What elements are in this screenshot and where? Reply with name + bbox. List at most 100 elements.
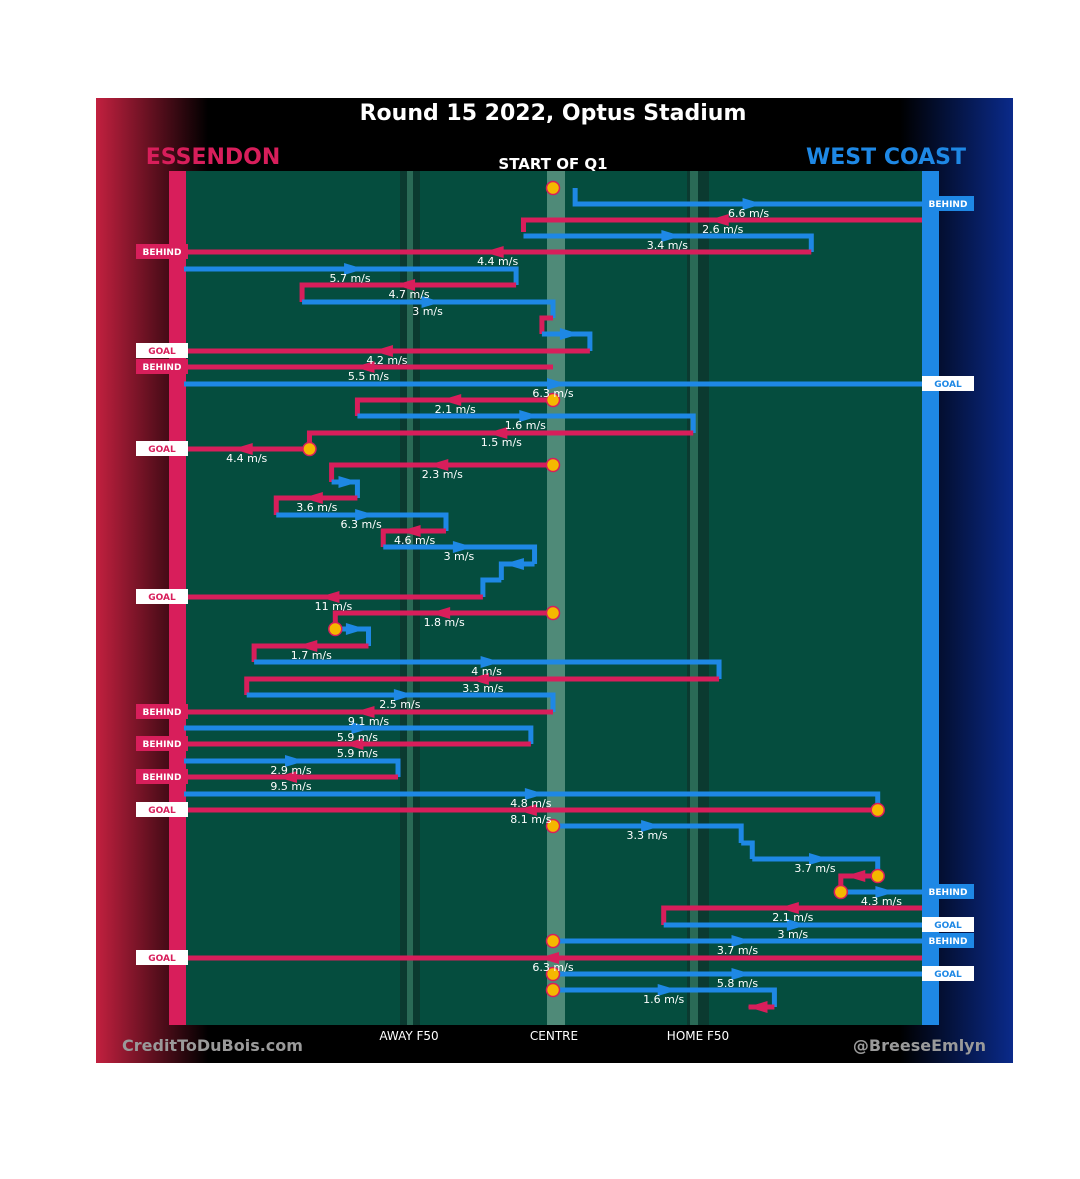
starts-layer [302,180,885,998]
chain-arrow [503,558,524,570]
chain-arrow [297,640,318,652]
speed-label: 5.8 m/s [717,977,758,990]
chain-arrow [747,1001,768,1013]
chain-arrow [345,623,366,635]
speed-label: 9.5 m/s [270,780,311,793]
speed-label: 6.3 m/s [341,518,382,531]
chain-arrow [393,689,414,701]
chain-arrow [641,820,662,832]
chain-arrow [808,853,829,865]
chain-path [553,987,777,1007]
chain-arrow [778,902,799,914]
speed-label: 1.8 m/s [424,616,465,629]
chain-arrow [441,394,462,406]
chain-arrow [524,788,545,800]
speed-label: 3.4 m/s [647,239,688,252]
outcome-label: BEHIND [929,937,968,947]
axis-label-home-f50: HOME F50 [667,1029,729,1043]
outcome-badge [136,950,188,965]
speed-label: 2.1 m/s [772,911,813,924]
chain-arrow [516,804,537,816]
outcome-label: GOAL [934,921,962,931]
speed-label: 2.1 m/s [435,403,476,416]
ball-start-marker [545,457,561,473]
ball-start-marker [545,392,561,408]
speed-label: 2.3 m/s [422,468,463,481]
chain-path [184,758,401,777]
chain-arrow [343,738,364,750]
chain-arrow [708,214,729,226]
outcome-badge [136,769,188,784]
outcome-label: BEHIND [143,773,182,783]
chain-arrow [547,378,567,390]
outcome-badge [136,802,188,817]
chain-arrow [395,279,416,291]
speed-label: 2.6 m/s [702,223,743,236]
chain-arrow [354,361,375,373]
chain-arrow [355,509,376,521]
outcome-badge [136,343,188,358]
outcome-label: GOAL [934,380,962,390]
chain-arrow [302,492,323,504]
outcome-badge [922,376,974,391]
chain-path [184,266,519,285]
outcome-badge [922,196,974,211]
chain-arrow [845,870,866,882]
ball-start-marker [545,605,561,621]
chain-arrow [400,525,421,537]
chain-path [661,905,922,925]
essendon-label: ESSENDON [146,145,281,170]
ball-start-marker [545,966,561,982]
chain-path [254,659,722,679]
speed-label: 3 m/s [444,550,475,563]
outcome-label: GOAL [148,593,176,603]
chain-arrow [742,198,763,210]
outcome-badge [136,589,188,604]
speed-label: 6.6 m/s [728,207,769,220]
speed-label: 5.9 m/s [337,747,378,760]
labels-layer: 6.6 m/s BEHIND 2.6 m/s 3.4 m/s 4.4 m/s BEHIND… [136,196,974,1006]
chain-arrow [661,230,682,242]
speed-label: 3.7 m/s [717,944,758,957]
axis-label-away-f50: AWAY F50 [379,1029,438,1043]
chain-path [520,217,922,232]
outcome-label: BEHIND [143,708,182,718]
ball-start-marker [545,818,561,834]
ball-start-marker [870,802,885,818]
outcome-label: GOAL [148,347,176,357]
chain-path [184,725,534,744]
speed-label: 4.2 m/s [366,354,407,367]
speed-label: 3.6 m/s [296,501,337,514]
speed-label: 3 m/s [778,928,809,941]
speed-label: 6.3 m/s [532,387,573,400]
chain-path [251,643,369,662]
chain-arrow [319,591,340,603]
chain-path [354,397,553,416]
outcome-label: GOAL [148,806,176,816]
outcome-label: BEHIND [143,248,182,258]
ball-start-marker [302,441,317,457]
chain-arrow [483,246,504,258]
speed-label: 4.3 m/s [861,895,902,908]
speed-label: 1.6 m/s [643,993,684,1006]
ball-start-marker [833,884,849,900]
chain-path [380,528,446,547]
chain-arrow [452,541,473,553]
chain-arrow [354,706,375,718]
chain-arrow [875,886,896,898]
speed-label: 4.6 m/s [394,534,435,547]
speed-label: 3.3 m/s [627,829,668,842]
outcome-badge [136,244,188,259]
chain-path [299,282,517,302]
chain-path [741,840,755,859]
chart-subtitle: START OF Q1 [498,155,607,173]
chain-arrow [338,476,359,488]
speed-label: 6.3 m/s [532,961,573,974]
outcome-badge [922,884,974,899]
outcome-label: BEHIND [143,740,182,750]
ball-start-marker [545,933,561,949]
chain-path [244,676,720,695]
speed-label: 2.5 m/s [379,698,420,711]
